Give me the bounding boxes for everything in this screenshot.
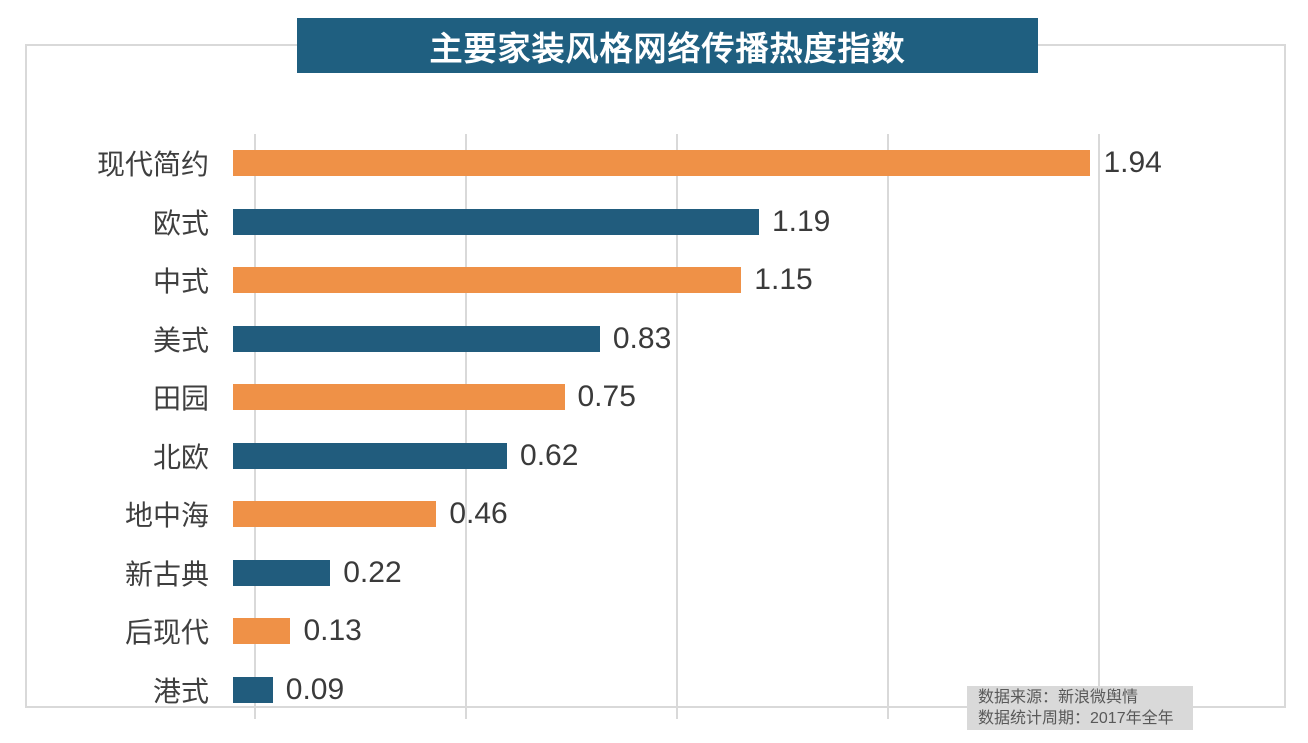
value-label: 0.75 <box>577 380 636 414</box>
value-label: 1.15 <box>754 263 813 297</box>
category-label: 港式 <box>152 675 209 707</box>
bar-row: 欧式 1.19 <box>27 193 1117 252</box>
category-label: 美式 <box>152 324 209 356</box>
bar <box>233 325 600 352</box>
bar-track: 0.22 <box>233 544 1117 603</box>
category-label: 欧式 <box>152 207 209 239</box>
bar-track: 1.19 <box>233 193 1117 252</box>
bar <box>233 442 508 469</box>
bar <box>233 384 565 411</box>
value-label: 0.46 <box>449 497 508 531</box>
category-label: 田园 <box>152 383 209 415</box>
source-line-1: 数据来源：新浪微舆情 <box>978 689 1139 706</box>
gridline <box>254 134 256 719</box>
chart-frame: 现代简约 1.94 欧式 1.19 中式 1.15 美式 0.83 田园 0.75 北欧 0.62 地中… <box>25 44 1286 719</box>
bar-row: 港式 0.09 <box>27 661 1117 720</box>
bar-row: 中式 1.15 <box>27 251 1117 310</box>
category-label: 地中海 <box>124 500 209 532</box>
bar <box>233 618 291 645</box>
bar <box>233 501 437 528</box>
value-label: 0.22 <box>343 555 402 589</box>
category-label: 北欧 <box>152 441 209 473</box>
source-box: 数据来源：新浪微舆情 数据统计周期：2017年全年 <box>967 686 1193 730</box>
bar <box>233 559 331 586</box>
bar-row: 新古典 0.22 <box>27 544 1117 603</box>
plot-gridlines <box>254 134 1100 719</box>
chart-title-box: 主要家装风格网络传播热度指数 <box>297 18 1038 73</box>
gridline <box>1098 134 1100 719</box>
bar <box>233 676 273 703</box>
gridline <box>465 134 467 719</box>
bar-track: 0.75 <box>233 368 1117 427</box>
bar-row: 田园 0.75 <box>27 368 1117 427</box>
bar-row: 地中海 0.46 <box>27 485 1117 544</box>
value-label: 0.13 <box>303 614 362 648</box>
bar <box>233 267 742 294</box>
bar-row: 北欧 0.62 <box>27 427 1117 486</box>
bar-track: 0.62 <box>233 427 1117 486</box>
bar <box>233 150 1091 177</box>
bar-rows: 现代简约 1.94 欧式 1.19 中式 1.15 美式 0.83 田园 0.75 北欧 0.62 地中… <box>27 134 1162 720</box>
bar-track: 0.83 <box>233 310 1117 369</box>
chart-title: 主要家装风格网络传播热度指数 <box>429 29 906 67</box>
bar-track: 0.46 <box>233 485 1117 544</box>
bar-row: 现代简约 1.94 <box>27 134 1162 193</box>
category-label: 后现代 <box>124 617 209 649</box>
bar-row: 后现代 0.13 <box>27 602 1117 661</box>
category-label: 中式 <box>152 266 209 298</box>
category-label: 现代简约 <box>96 149 209 181</box>
value-label: 0.83 <box>612 321 672 355</box>
gridline <box>676 134 678 719</box>
bar-track: 0.13 <box>233 602 1117 661</box>
bar-track: 1.15 <box>233 251 1117 310</box>
bar <box>233 208 759 235</box>
source-line-2: 数据统计周期：2017年全年 <box>978 710 1174 727</box>
value-label: 0.09 <box>285 672 345 706</box>
bar-row: 美式 0.83 <box>27 310 1117 369</box>
value-label: 0.62 <box>520 438 579 472</box>
value-label: 1.94 <box>1103 146 1162 180</box>
gridline <box>887 134 889 719</box>
category-label: 新古典 <box>124 558 209 590</box>
bar-track: 0.09 <box>233 661 1117 720</box>
value-label: 1.19 <box>771 204 831 238</box>
bar-track: 1.94 <box>233 134 1162 193</box>
